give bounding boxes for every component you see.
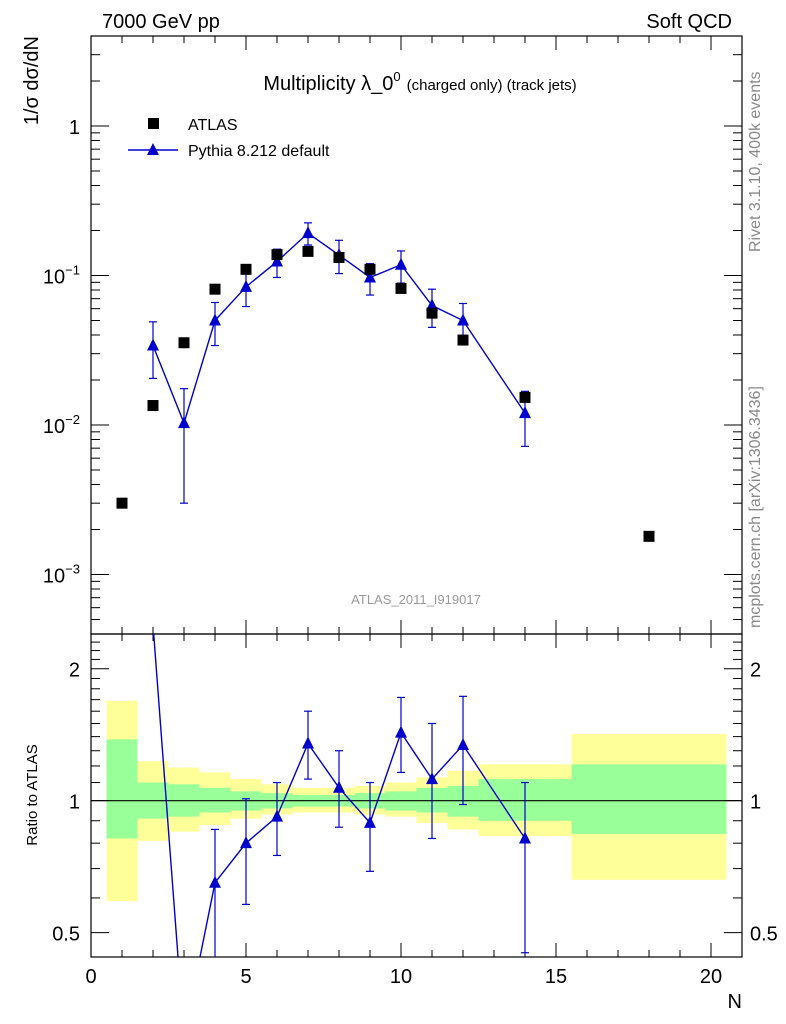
- ratio-ytick-label-right-0: 0.5: [750, 924, 778, 946]
- ratio-point-10: [457, 737, 469, 750]
- side-rivet: Rivet 3.1.10, 400k events: [747, 71, 764, 252]
- atlas-point-4: [240, 263, 252, 275]
- main-ytick-exp-3: −3: [65, 562, 80, 577]
- plot-title-main: Multiplicity λ_0: [263, 73, 393, 95]
- ratio-ytick-label-left-0: 0.5: [52, 924, 80, 946]
- ratio-point-6: [333, 780, 345, 793]
- atlas-point-11: [457, 334, 469, 346]
- main-ytick-label-1: 10−1: [43, 263, 80, 289]
- mc-point-5: [302, 226, 314, 239]
- ratio-point-11: [519, 831, 531, 844]
- ratio-point-3: [240, 836, 252, 849]
- ratio-ylabel: Ratio to ATLAS: [24, 744, 41, 845]
- mc-point-8: [395, 257, 407, 270]
- atlas-point-12: [519, 391, 531, 403]
- ratio-plot-area: [152, 634, 531, 957]
- main-ytick-label-2: 10−2: [43, 412, 80, 438]
- main-ytick-base-1: 10: [43, 267, 65, 289]
- header-left: 7000 GeV pp: [102, 11, 220, 33]
- x-tick-label-15: 15: [545, 966, 567, 988]
- legend-mc-label: Pythia 8.212 default: [188, 143, 330, 160]
- main-ytick-exp-1: −1: [65, 263, 80, 278]
- mc-point-7: [364, 270, 376, 283]
- x-tick-label-20: 20: [700, 966, 722, 988]
- legend: ATLAS Pythia 8.212 default: [128, 117, 330, 160]
- mc-point-11: [519, 406, 531, 419]
- atlas-point-8: [364, 263, 376, 275]
- mc-point-1: [178, 416, 190, 429]
- band-inner-0: [106, 739, 138, 839]
- ratio-point-5: [302, 736, 314, 749]
- x-tick-label-0: 0: [85, 966, 96, 988]
- ratio-point-8: [395, 725, 407, 738]
- main-ytick-label-0: 1: [69, 117, 80, 139]
- x-tick-label-5: 5: [240, 966, 251, 988]
- atlas-point-5: [271, 249, 283, 261]
- ratio-point-9: [426, 772, 438, 785]
- side-mcplots: mcplots.cern.ch [arXiv:1306.3436]: [747, 386, 764, 628]
- atlas-point-2: [178, 337, 190, 349]
- ratio-frame: [90, 633, 743, 958]
- plot-title-small: (charged only) (track jets): [407, 77, 577, 94]
- legend-mc-marker: [147, 143, 159, 155]
- main-plot-area: [116, 222, 655, 542]
- analysis-watermark: ATLAS_2011_I919017: [351, 592, 481, 607]
- legend-atlas-label: ATLAS: [188, 117, 238, 134]
- plot-title-sup: 0: [393, 69, 400, 84]
- mc-point-3: [240, 279, 252, 292]
- ratio-point-2: [209, 875, 221, 888]
- main-ytick-label-3: 10−3: [43, 562, 80, 588]
- x-tick-label-10: 10: [390, 966, 412, 988]
- main-ytick-base-2: 10: [43, 416, 65, 438]
- ratio-ytick-label-left-1: 1: [69, 792, 80, 814]
- mc-point-9: [426, 298, 438, 311]
- header-right: Soft QCD: [646, 11, 732, 33]
- atlas-point-1: [147, 400, 159, 412]
- atlas-point-0: [116, 497, 128, 509]
- mc-point-10: [457, 313, 469, 326]
- ratio-point-4: [271, 809, 283, 822]
- main-ylabel: 1/σ dσ/dN: [21, 36, 43, 125]
- main-ytick-base-3: 10: [43, 566, 65, 588]
- mc-point-0: [147, 338, 159, 351]
- legend-atlas-marker: [148, 118, 159, 129]
- ratio-panel: 0 5 10 15 200.5 0.51 12 2: [52, 36, 778, 988]
- atlas-point-13: [643, 530, 655, 542]
- mc-point-4: [271, 254, 283, 267]
- plot-title: Multiplicity λ_00 (charged only) (track j…: [263, 69, 576, 95]
- atlas-point-3: [209, 283, 221, 295]
- band-inner-13: [571, 764, 727, 834]
- ratio-ytick-label-right-2: 2: [750, 660, 761, 682]
- main-ytick-exp-2: −2: [65, 412, 80, 427]
- ratio-line: [152, 634, 526, 957]
- ratio-ytick-label-left-2: 2: [69, 660, 80, 682]
- ratio-ytick-label-right-1: 1: [750, 792, 761, 814]
- atlas-point-6: [302, 245, 314, 257]
- atlas-point-7: [333, 251, 345, 263]
- atlas-point-10: [426, 307, 438, 319]
- ratio-xlabel: N: [728, 991, 742, 1013]
- ratio-point-7: [364, 815, 376, 828]
- atlas-point-9: [395, 282, 407, 294]
- mc-point-2: [209, 313, 221, 326]
